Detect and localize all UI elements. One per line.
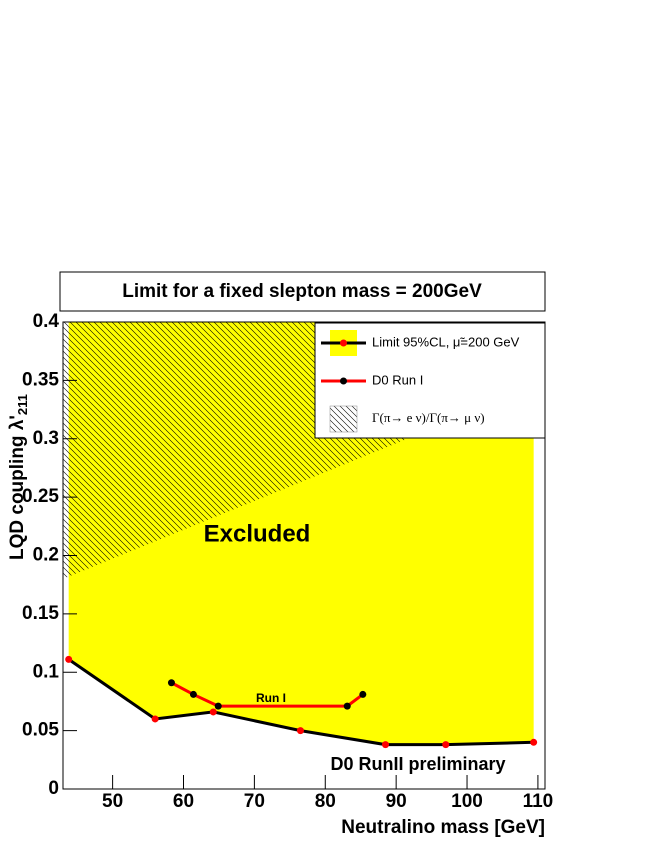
y-label-sub: 211 bbox=[15, 394, 30, 415]
y-tick-label: 0.25 bbox=[22, 486, 59, 507]
point bbox=[442, 741, 450, 749]
legend-label: Γ(π→ e ν)/Γ(π→ μ ν) bbox=[372, 410, 485, 425]
y-tick-label: 0.05 bbox=[22, 720, 59, 741]
y-label-main: LQD coupling λ' bbox=[7, 415, 28, 560]
axes: 50 60 70 80 90 100 110 0 0.05 0.1 0.15 0.2 0.25 0.3 0.… bbox=[22, 311, 553, 812]
y-tick-label: 0.3 bbox=[33, 428, 59, 449]
chart-title: Limit for a fixed slepton mass = 200GeV bbox=[122, 281, 482, 302]
y-tick-label: 0.35 bbox=[22, 369, 59, 390]
x-tick-label: 100 bbox=[451, 791, 483, 812]
x-tick-label: 60 bbox=[173, 791, 194, 812]
point bbox=[530, 738, 538, 746]
y-tick-label: 0.15 bbox=[22, 603, 59, 624]
y-tick-label: 0.2 bbox=[33, 545, 59, 566]
legend-label: Limit 95%CL, μ̃=200 GeV bbox=[372, 334, 520, 349]
annotation: Run I bbox=[256, 691, 286, 705]
y-tick-label: 0.4 bbox=[33, 311, 60, 332]
x-tick-label: 80 bbox=[315, 791, 336, 812]
y-tick-label: 0 bbox=[48, 778, 59, 799]
x-axis-label: Neutralino mass [GeV] bbox=[341, 817, 545, 838]
y-tick-label: 0.1 bbox=[33, 661, 60, 682]
point bbox=[214, 702, 222, 710]
x-tick-label: 50 bbox=[102, 791, 123, 812]
y-axis-label: LQD coupling λ'211 bbox=[7, 394, 30, 560]
point bbox=[359, 690, 367, 698]
legend-swatch bbox=[329, 405, 358, 433]
point bbox=[151, 715, 159, 723]
point bbox=[382, 741, 390, 749]
point bbox=[296, 727, 304, 735]
legend-marker bbox=[340, 377, 347, 385]
annotation: D0 RunII preliminary bbox=[330, 754, 505, 774]
x-tick-label: 70 bbox=[244, 791, 265, 812]
point bbox=[65, 655, 73, 663]
x-tick-label: 90 bbox=[386, 791, 407, 812]
legend-label: D0 Run I bbox=[372, 372, 423, 387]
point bbox=[209, 708, 217, 716]
annotation: Excluded bbox=[204, 520, 311, 547]
point bbox=[343, 702, 351, 710]
point bbox=[167, 679, 175, 687]
legend-marker bbox=[340, 339, 347, 347]
x-tick-label: 110 bbox=[523, 791, 554, 812]
point bbox=[189, 690, 197, 698]
title-box bbox=[59, 271, 546, 312]
legend: Limit 95%CL, μ̃=200 GeV D0 Run I Γ(π→ e ν)… bbox=[314, 322, 546, 439]
